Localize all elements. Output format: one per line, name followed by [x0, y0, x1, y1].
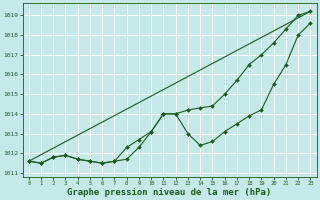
X-axis label: Graphe pression niveau de la mer (hPa): Graphe pression niveau de la mer (hPa) [68, 188, 272, 197]
